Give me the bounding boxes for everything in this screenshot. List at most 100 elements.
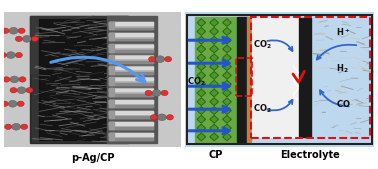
Bar bbox=[108, 56, 153, 58]
FancyArrowPatch shape bbox=[267, 40, 293, 51]
Circle shape bbox=[12, 123, 21, 130]
Circle shape bbox=[3, 77, 10, 82]
Polygon shape bbox=[211, 38, 217, 43]
Bar bbox=[108, 122, 153, 129]
Polygon shape bbox=[210, 63, 218, 70]
Bar bbox=[236, 58, 252, 96]
Polygon shape bbox=[224, 117, 229, 122]
Polygon shape bbox=[199, 55, 204, 60]
Polygon shape bbox=[197, 63, 205, 70]
Polygon shape bbox=[197, 116, 205, 123]
Polygon shape bbox=[210, 28, 218, 35]
Bar bbox=[108, 100, 153, 103]
Bar bbox=[108, 94, 153, 96]
Circle shape bbox=[22, 35, 31, 42]
Polygon shape bbox=[199, 108, 204, 113]
Bar bbox=[108, 100, 153, 107]
Polygon shape bbox=[211, 55, 217, 60]
Polygon shape bbox=[197, 98, 205, 105]
Bar bbox=[108, 44, 114, 52]
Circle shape bbox=[15, 36, 22, 42]
Bar bbox=[108, 44, 153, 47]
Polygon shape bbox=[224, 135, 229, 139]
Circle shape bbox=[150, 115, 158, 120]
Polygon shape bbox=[211, 126, 217, 130]
Circle shape bbox=[17, 87, 26, 94]
FancyArrowPatch shape bbox=[317, 45, 356, 59]
Polygon shape bbox=[197, 19, 205, 26]
Bar bbox=[108, 89, 153, 96]
Text: $\mathbf{CO}$: $\mathbf{CO}$ bbox=[336, 98, 351, 109]
Polygon shape bbox=[224, 99, 229, 104]
Polygon shape bbox=[211, 135, 217, 139]
Bar bbox=[108, 33, 153, 41]
Bar bbox=[108, 111, 114, 118]
Polygon shape bbox=[211, 73, 217, 78]
Polygon shape bbox=[197, 37, 205, 44]
Polygon shape bbox=[223, 37, 231, 44]
Text: Electrolyte: Electrolyte bbox=[280, 150, 340, 160]
Bar bbox=[30, 16, 128, 73]
Text: $\mathbf{CO_2}$: $\mathbf{CO_2}$ bbox=[253, 38, 272, 51]
Bar bbox=[108, 78, 153, 80]
Polygon shape bbox=[210, 45, 218, 53]
Circle shape bbox=[31, 36, 39, 42]
Polygon shape bbox=[223, 80, 231, 88]
Polygon shape bbox=[223, 124, 231, 132]
Polygon shape bbox=[224, 73, 229, 78]
FancyArrowPatch shape bbox=[51, 57, 145, 82]
Bar bbox=[195, 17, 236, 142]
Circle shape bbox=[10, 88, 17, 93]
Polygon shape bbox=[197, 89, 205, 97]
Polygon shape bbox=[210, 89, 218, 97]
Circle shape bbox=[10, 76, 19, 83]
Polygon shape bbox=[211, 29, 217, 34]
Polygon shape bbox=[199, 91, 204, 95]
Polygon shape bbox=[223, 45, 231, 53]
Circle shape bbox=[15, 52, 22, 58]
Bar bbox=[108, 44, 153, 52]
Polygon shape bbox=[199, 82, 204, 87]
Polygon shape bbox=[210, 124, 218, 132]
Bar bbox=[108, 77, 114, 85]
Polygon shape bbox=[199, 20, 204, 25]
Polygon shape bbox=[223, 107, 231, 114]
Polygon shape bbox=[223, 98, 231, 105]
Bar bbox=[108, 50, 153, 52]
Bar bbox=[251, 17, 370, 138]
Bar bbox=[108, 122, 153, 125]
Circle shape bbox=[0, 52, 6, 58]
Bar bbox=[108, 89, 114, 96]
Polygon shape bbox=[211, 108, 217, 113]
Bar bbox=[108, 28, 153, 29]
Polygon shape bbox=[211, 47, 217, 51]
Bar bbox=[108, 89, 153, 91]
Bar bbox=[237, 17, 247, 142]
Text: $\mathbf{H_2}$: $\mathbf{H_2}$ bbox=[336, 62, 349, 75]
Bar bbox=[299, 18, 311, 137]
Polygon shape bbox=[210, 133, 218, 141]
Circle shape bbox=[164, 56, 172, 62]
Polygon shape bbox=[210, 107, 218, 114]
Circle shape bbox=[9, 27, 18, 34]
Polygon shape bbox=[223, 63, 231, 70]
Circle shape bbox=[149, 56, 156, 62]
Polygon shape bbox=[210, 72, 218, 79]
Polygon shape bbox=[197, 28, 205, 35]
Polygon shape bbox=[211, 91, 217, 95]
Polygon shape bbox=[197, 107, 205, 114]
Circle shape bbox=[19, 77, 26, 82]
Bar bbox=[108, 55, 153, 63]
Polygon shape bbox=[224, 20, 229, 25]
Polygon shape bbox=[210, 98, 218, 105]
Polygon shape bbox=[224, 55, 229, 60]
Bar bbox=[108, 55, 114, 63]
Polygon shape bbox=[211, 64, 217, 69]
Bar bbox=[108, 67, 153, 69]
Polygon shape bbox=[223, 133, 231, 141]
Polygon shape bbox=[211, 117, 217, 122]
Polygon shape bbox=[224, 91, 229, 95]
Polygon shape bbox=[211, 20, 217, 25]
Polygon shape bbox=[210, 19, 218, 26]
Polygon shape bbox=[210, 80, 218, 88]
